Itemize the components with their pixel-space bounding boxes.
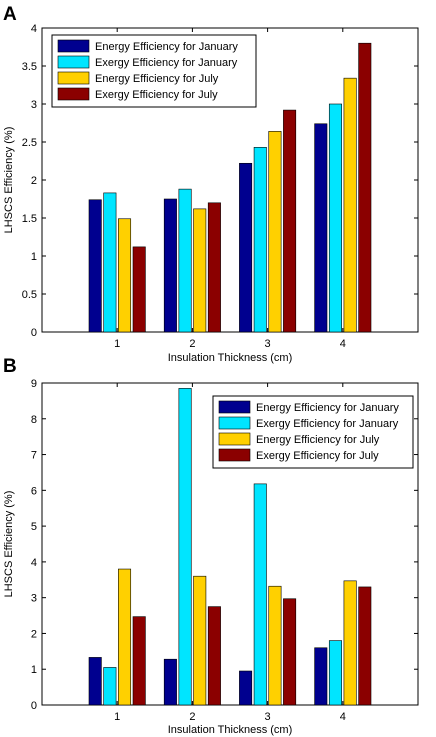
bar-b-cat1-series2 [103, 667, 117, 706]
bar-a-cat2-series3 [193, 208, 207, 333]
bar-b-cat1-series3 [118, 568, 132, 706]
panel-b-legend: Energy Efficiency for January Exergy Effi… [212, 395, 414, 469]
panel-b-x-axis-label: Insulation Thickness (cm) [168, 724, 293, 736]
bar-a-cat2-series1 [163, 198, 177, 333]
bar-a-cat1-series4 [132, 246, 146, 333]
bar-a-cat4-series4 [358, 42, 372, 333]
x-tick-label: 3 [265, 338, 271, 350]
legend-swatch [218, 448, 251, 462]
y-tick-label: 3.5 [22, 61, 37, 73]
legend-swatch [57, 55, 90, 69]
y-tick-label: 1 [31, 664, 37, 676]
x-tick-label: 1 [114, 338, 120, 350]
x-tick-label: 4 [340, 711, 346, 723]
legend-label: Energy Efficiency for July [256, 434, 380, 446]
bar-b-cat2-series2 [178, 388, 192, 706]
x-tick-label: 2 [189, 338, 195, 350]
bar-b-cat2-series3 [193, 575, 207, 706]
panel-b-letter: B [3, 356, 17, 377]
y-tick-label: 1 [31, 251, 37, 263]
panel-a-legend: Energy Efficiency for January Exergy Effi… [51, 34, 257, 108]
y-tick-label: 2.5 [22, 137, 37, 149]
bar-b-cat1-series4 [132, 616, 146, 706]
y-tick-label: 4 [31, 23, 37, 35]
bar-a-cat3-series2 [253, 147, 267, 333]
bar-b-cat3-series1 [239, 670, 253, 706]
legend-swatch [218, 432, 251, 446]
bar-a-cat2-series2 [178, 188, 192, 333]
legend-label: Energy Efficiency for July [95, 73, 219, 85]
bar-b-cat4-series3 [343, 580, 357, 706]
panel-b-bars [88, 388, 372, 706]
legend-label: Exergy Efficiency for July [256, 450, 379, 462]
y-tick-label: 0 [31, 327, 37, 339]
y-tick-label: 1.5 [22, 213, 37, 225]
bar-a-cat4-series3 [343, 77, 357, 333]
x-tick-label: 3 [265, 711, 271, 723]
y-tick-label: 8 [31, 414, 37, 426]
legend-label: Exergy Efficiency for July [95, 89, 218, 101]
panel-b-x-axis: 1 2 3 4 [114, 383, 346, 723]
panel-a-letter: A [3, 4, 17, 25]
y-tick-label: 0 [31, 700, 37, 712]
panel-a-bars [88, 42, 372, 333]
bar-a-cat3-series3 [268, 131, 282, 333]
bar-a-cat4-series1 [314, 123, 328, 333]
bar-a-cat3-series1 [239, 162, 253, 333]
bar-b-cat2-series1 [163, 658, 177, 706]
panel-b: B 0 1 2 3 4 5 6 7 8 9 1 2 3 4 Insulation Thickness (… [3, 356, 419, 736]
bar-b-cat4-series2 [328, 640, 342, 706]
legend-label: Energy Efficiency for January [95, 41, 238, 53]
panel-a-x-axis-label: Insulation Thickness (cm) [168, 352, 293, 364]
legend-label: Exergy Efficiency for January [256, 418, 399, 430]
bar-a-cat1-series2 [103, 192, 117, 333]
legend-swatch [57, 39, 90, 53]
y-tick-label: 2 [31, 175, 37, 187]
legend-label: Exergy Efficiency for January [95, 57, 238, 69]
y-tick-label: 0.5 [22, 289, 37, 301]
bar-b-cat3-series4 [283, 598, 297, 706]
panel-a: A 0 0.5 1 1.5 2 2.5 3 3.5 4 1 2 3 4 Insulation Thic… [3, 4, 419, 364]
bar-a-cat4-series2 [328, 103, 342, 333]
x-tick-label: 1 [114, 711, 120, 723]
panel-a-x-axis: 1 2 3 4 [114, 28, 346, 350]
bar-b-cat4-series1 [314, 647, 328, 706]
legend-swatch [57, 87, 90, 101]
x-tick-label: 4 [340, 338, 346, 350]
legend-swatch [57, 71, 90, 85]
bar-a-cat2-series4 [207, 202, 221, 333]
bar-b-cat4-series4 [358, 586, 372, 706]
bar-a-cat3-series4 [283, 109, 297, 333]
y-tick-label: 7 [31, 450, 37, 462]
legend-swatch [218, 400, 251, 414]
y-tick-label: 4 [31, 557, 37, 569]
bar-b-cat2-series4 [207, 606, 221, 706]
bar-a-cat1-series1 [88, 199, 102, 333]
legend-label: Energy Efficiency for January [256, 402, 399, 414]
legend-swatch [218, 416, 251, 430]
y-tick-label: 2 [31, 628, 37, 640]
panel-a-y-axis-label: LHSCS Efficiency (%) [3, 127, 15, 234]
y-tick-label: 5 [31, 521, 37, 533]
bar-a-cat1-series3 [118, 218, 132, 333]
panel-b-y-axis: 0 1 2 3 4 5 6 7 8 9 [31, 378, 418, 712]
bar-b-cat3-series2 [253, 483, 267, 706]
bar-b-cat3-series3 [268, 585, 282, 706]
bar-b-cat1-series1 [88, 657, 102, 706]
panel-b-y-axis-label: LHSCS Efficiency (%) [3, 491, 15, 598]
y-tick-label: 3 [31, 99, 37, 111]
y-tick-label: 9 [31, 378, 37, 390]
y-tick-label: 3 [31, 593, 37, 605]
y-tick-label: 6 [31, 485, 37, 497]
x-tick-label: 2 [189, 711, 195, 723]
panel-a-y-axis: 0 0.5 1 1.5 2 2.5 3 3.5 4 [22, 23, 418, 339]
